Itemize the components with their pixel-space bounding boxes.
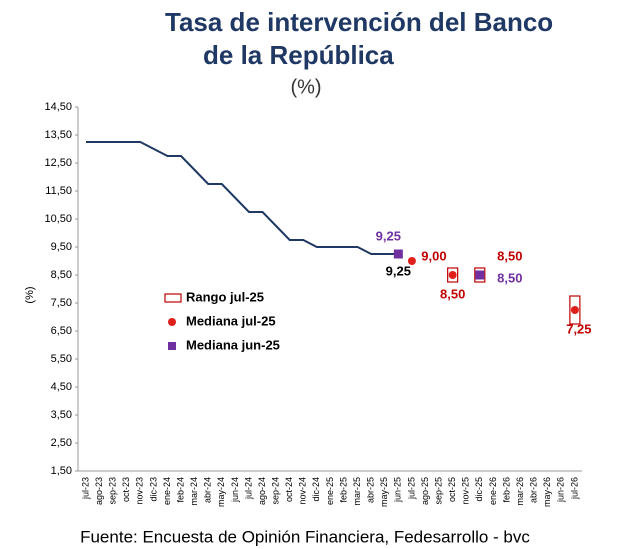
x-tick-label: jul-26 bbox=[569, 477, 579, 500]
x-tick-label: jul-25 bbox=[406, 477, 416, 500]
x-tick-label: abr-26 bbox=[529, 477, 539, 503]
y-tick-label: 9,50 bbox=[51, 241, 72, 253]
x-tick-label: dic-25 bbox=[474, 477, 484, 502]
x-tick-label: jun-26 bbox=[556, 477, 566, 503]
median-dot bbox=[448, 271, 457, 279]
y-tick-label: 14,50 bbox=[44, 101, 72, 113]
x-tick-label: nov-25 bbox=[461, 477, 471, 505]
range-box bbox=[569, 295, 581, 325]
x-tick-label: may-25 bbox=[379, 477, 389, 507]
chart-title: de la República bbox=[203, 40, 394, 70]
x-tick-label: mar-24 bbox=[189, 477, 199, 506]
data-label: 7,25 bbox=[566, 321, 591, 336]
chart-subtitle: (%) bbox=[290, 76, 321, 98]
legend-label: Mediana jun-25 bbox=[186, 337, 280, 352]
x-tick-label: feb-26 bbox=[501, 477, 511, 503]
y-axis-label: (%) bbox=[24, 286, 36, 303]
x-tick-label: jun-25 bbox=[393, 477, 403, 503]
x-tick-label: abr-25 bbox=[366, 477, 376, 503]
rate-line bbox=[86, 141, 399, 255]
x-tick-label: feb-25 bbox=[338, 477, 348, 503]
x-tick-label: dic-23 bbox=[148, 477, 158, 502]
y-tick-label: 4,50 bbox=[51, 381, 72, 393]
x-tick-label: may-26 bbox=[542, 477, 552, 507]
range-box bbox=[447, 267, 459, 283]
x-tick-label: oct-24 bbox=[284, 477, 294, 502]
x-tick-label: ene-25 bbox=[325, 477, 335, 505]
median-square bbox=[475, 270, 485, 280]
y-tick-label: 12,50 bbox=[44, 157, 72, 169]
y-tick-label: 7,50 bbox=[51, 297, 72, 309]
source: Fuente: Encuesta de Opinión Financiera, … bbox=[80, 527, 530, 546]
y-tick-label: 13,50 bbox=[44, 129, 72, 141]
x-tick-label: dic-24 bbox=[311, 477, 321, 502]
range-box bbox=[474, 267, 486, 283]
x-tick-label: jul-24 bbox=[243, 477, 253, 500]
x-tick-label: ago-24 bbox=[257, 477, 267, 505]
data-label: 8,50 bbox=[497, 270, 522, 285]
y-tick-label: 10,50 bbox=[44, 213, 72, 225]
y-tick-label: 3,50 bbox=[51, 409, 72, 421]
median-dot bbox=[407, 257, 416, 265]
legend-label: Rango jul-25 bbox=[186, 289, 264, 304]
data-label: 8,50 bbox=[497, 248, 522, 263]
x-tick-label: jul-23 bbox=[80, 477, 90, 500]
data-label: 9,25 bbox=[376, 228, 401, 243]
x-tick-label: sep-25 bbox=[433, 477, 443, 505]
x-tick-label: abr-24 bbox=[203, 477, 213, 503]
data-label: 9,25 bbox=[386, 263, 411, 278]
x-tick-label: ago-23 bbox=[94, 477, 104, 505]
chart-title: Tasa de intervención del Banco bbox=[165, 7, 553, 37]
legend-label: Mediana jul-25 bbox=[186, 313, 276, 328]
x-tick-label: mar-26 bbox=[515, 477, 525, 506]
x-tick-label: jun-24 bbox=[230, 477, 240, 503]
data-label: 8,50 bbox=[440, 286, 465, 301]
x-tick-label: nov-24 bbox=[298, 477, 308, 505]
x-tick-label: mar-25 bbox=[352, 477, 362, 506]
legend-swatch bbox=[168, 342, 176, 350]
y-tick-label: 5,50 bbox=[51, 353, 72, 365]
legend-swatch bbox=[168, 318, 176, 326]
legend-swatch bbox=[164, 293, 182, 303]
x-tick-label: oct-23 bbox=[121, 477, 131, 502]
y-tick-label: 6,50 bbox=[51, 325, 72, 337]
x-tick-label: may-24 bbox=[216, 477, 226, 507]
x-tick-label: sep-24 bbox=[270, 477, 280, 505]
data-label: 9,00 bbox=[421, 248, 446, 263]
x-tick-label: ene-24 bbox=[162, 477, 172, 505]
median-dot bbox=[570, 306, 579, 314]
y-tick-label: 1,50 bbox=[51, 465, 72, 477]
y-tick-label: 11,50 bbox=[45, 185, 72, 197]
x-tick-label: feb-24 bbox=[175, 477, 185, 503]
y-tick-label: 2,50 bbox=[51, 437, 72, 449]
y-tick-label: 8,50 bbox=[51, 269, 72, 281]
x-tick-label: oct-25 bbox=[447, 477, 457, 502]
x-tick-label: nov-23 bbox=[135, 477, 145, 505]
x-tick-label: sep-23 bbox=[108, 477, 118, 505]
median-square bbox=[393, 249, 403, 259]
x-tick-label: ago-25 bbox=[420, 477, 430, 505]
x-tick-label: ene-26 bbox=[488, 477, 498, 505]
